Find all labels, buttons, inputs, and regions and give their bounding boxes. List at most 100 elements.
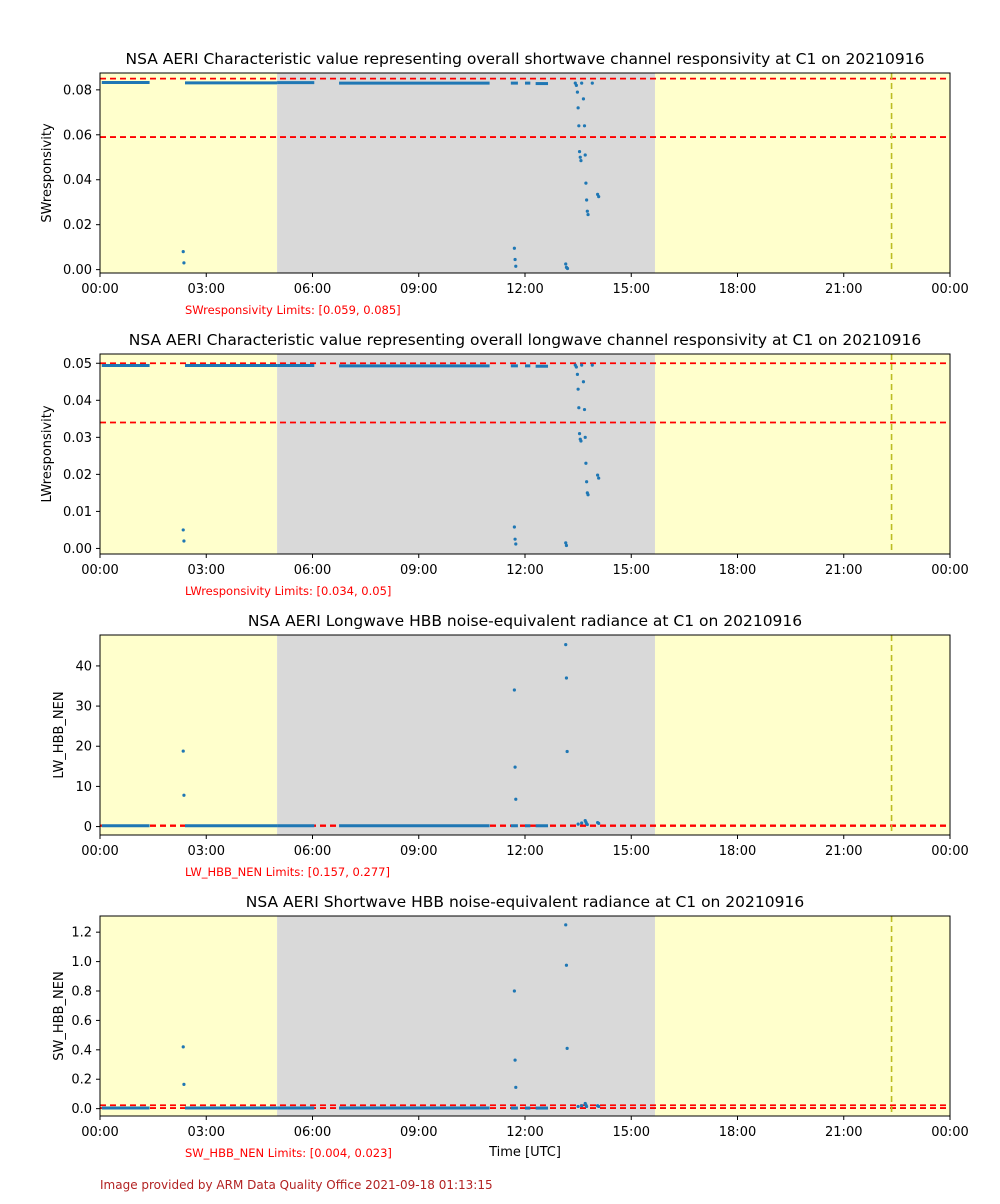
data-point xyxy=(514,542,518,546)
y-tick-label: 1.2 xyxy=(71,926,92,941)
y-tick-label: 0.02 xyxy=(63,468,92,483)
x-axis-label: Time [UTC] xyxy=(488,1145,561,1160)
data-point xyxy=(597,1104,601,1109)
y-tick-label: 0.06 xyxy=(63,128,92,143)
x-tick-label: 06:00 xyxy=(294,844,331,859)
data-point xyxy=(181,528,185,532)
x-tick-label: 21:00 xyxy=(825,282,862,297)
y-tick-label: 40 xyxy=(75,659,92,674)
data-point xyxy=(583,153,587,157)
data-point xyxy=(182,793,186,797)
data-point xyxy=(564,963,569,967)
data-point xyxy=(182,261,186,265)
x-tick-label: 09:00 xyxy=(400,1125,437,1140)
data-point xyxy=(181,749,185,753)
data-point xyxy=(583,435,587,439)
x-tick-label: 00:00 xyxy=(81,1125,118,1140)
data-point xyxy=(585,1104,589,1109)
x-tick-label: 00:00 xyxy=(81,844,118,859)
data-point xyxy=(564,923,568,927)
data-point xyxy=(581,380,586,384)
y-tick-label: 0.00 xyxy=(63,263,92,278)
x-tick-label: 00:00 xyxy=(81,282,118,297)
data-point xyxy=(580,1104,584,1108)
data-point xyxy=(181,1045,185,1049)
y-tick-label: 0.04 xyxy=(63,173,92,188)
shading-band-night xyxy=(277,916,655,1116)
data-point xyxy=(513,765,517,769)
data-point xyxy=(585,209,589,213)
shading-band-day xyxy=(100,635,278,835)
y-tick-label: 0.8 xyxy=(71,985,92,1000)
x-tick-label: 18:00 xyxy=(719,563,756,578)
x-tick-label: 06:00 xyxy=(294,563,331,578)
y-tick-label: 0.2 xyxy=(71,1073,92,1088)
data-point xyxy=(575,90,580,94)
x-tick-label: 12:00 xyxy=(506,844,543,859)
data-point xyxy=(564,543,569,548)
x-tick-label: 15:00 xyxy=(613,563,650,578)
data-point xyxy=(564,541,568,545)
data-point xyxy=(579,159,583,163)
data-point xyxy=(564,262,568,266)
data-point xyxy=(564,676,569,680)
shading-band-day xyxy=(654,916,950,1116)
data-point xyxy=(574,83,578,87)
data-point xyxy=(577,406,581,410)
data-point xyxy=(577,124,581,128)
data-point xyxy=(597,476,601,480)
y-tick-label: 0.4 xyxy=(71,1043,92,1058)
data-point xyxy=(590,363,594,367)
y-tick-label: 0.08 xyxy=(63,83,92,98)
x-tick-label: 21:00 xyxy=(825,563,862,578)
chart-title: NSA AERI Characteristic value representi… xyxy=(126,50,925,68)
x-tick-label: 15:00 xyxy=(613,282,650,297)
y-tick-label: 0.05 xyxy=(63,357,92,372)
data-point xyxy=(597,194,601,199)
y-tick-label: 0.01 xyxy=(63,505,92,520)
y-axis-label: LW_HBB_NEN xyxy=(52,691,67,778)
y-tick-label: 0.00 xyxy=(63,542,92,557)
data-point xyxy=(565,749,569,754)
x-tick-label: 00:00 xyxy=(931,563,968,578)
data-point xyxy=(565,1046,569,1050)
x-tick-label: 06:00 xyxy=(294,282,331,297)
x-tick-label: 00:00 xyxy=(81,563,118,578)
data-point xyxy=(514,264,518,268)
chart-panel-1: 00:00 03:00 06:00 09:00 12:00 15:00 18:00 21:00… xyxy=(40,50,969,317)
data-point xyxy=(574,365,578,369)
x-tick-label: 03:00 xyxy=(188,282,225,297)
data-point xyxy=(577,150,582,154)
shading-band-day xyxy=(100,916,278,1116)
data-point xyxy=(181,250,185,254)
shading-band-day xyxy=(100,354,278,554)
y-tick-label: 10 xyxy=(75,780,92,795)
x-tick-label: 15:00 xyxy=(613,1125,650,1140)
x-tick-label: 09:00 xyxy=(400,563,437,578)
data-point xyxy=(582,407,587,412)
data-point xyxy=(513,1058,517,1062)
x-tick-label: 00:00 xyxy=(931,844,968,859)
y-axis-label: SW_HBB_NEN xyxy=(52,971,67,1060)
y-tick-label: 0.6 xyxy=(71,1014,92,1029)
y-tick-label: 0.04 xyxy=(63,394,92,409)
data-point xyxy=(512,525,516,529)
data-point xyxy=(182,1082,186,1086)
y-axis-label: LWresponsivity xyxy=(40,405,55,502)
x-tick-label: 21:00 xyxy=(825,844,862,859)
data-point xyxy=(578,155,582,159)
shading-band-night xyxy=(277,354,655,554)
data-point xyxy=(582,124,587,128)
data-point xyxy=(514,1085,518,1089)
data-point xyxy=(580,81,584,85)
x-tick-label: 03:00 xyxy=(188,563,225,578)
limits-label: SW_HBB_NEN Limits: [0.004, 0.023] xyxy=(185,1146,392,1160)
data-point xyxy=(586,212,590,217)
shading-band-day xyxy=(654,354,950,554)
x-tick-label: 03:00 xyxy=(188,844,225,859)
y-tick-label: 0.02 xyxy=(63,218,92,233)
x-tick-label: 18:00 xyxy=(719,282,756,297)
data-point xyxy=(575,372,580,376)
